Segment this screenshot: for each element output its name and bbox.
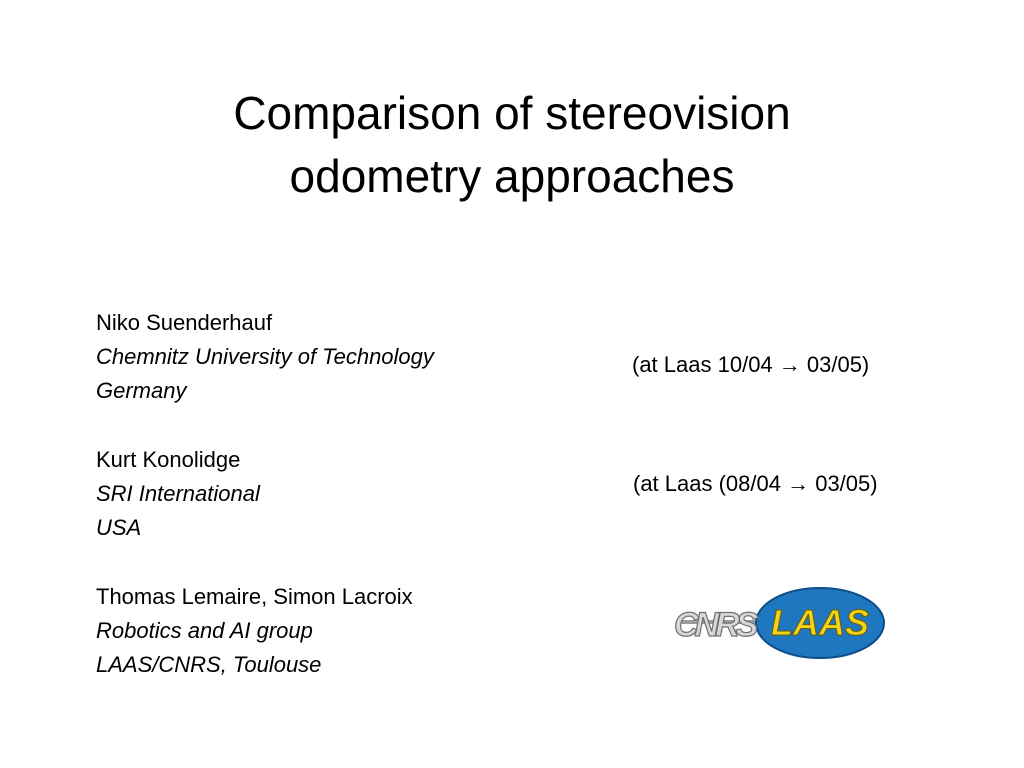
logo-cnrs: CNRS: [674, 606, 759, 644]
logo-ellipse: [755, 587, 885, 659]
author-location: USA: [96, 515, 142, 540]
author-affiliation: SRI International: [96, 481, 260, 506]
note: (at Laas (08/04 → 03/05): [633, 471, 878, 496]
author-name: Niko Suenderhauf: [96, 310, 273, 335]
author-affiliation: Robotics and AI group: [96, 618, 313, 643]
logo: LAAS CNRS: [673, 587, 885, 659]
author-name: Thomas Lemaire, Simon Lacroix: [96, 584, 413, 609]
note: (at Laas 10/04 → 03/05): [632, 352, 870, 377]
author-name: Kurt Konolidge: [96, 447, 241, 472]
author-location: LAAS/CNRS, Toulouse: [96, 652, 322, 677]
author-location: Germany: [96, 378, 187, 403]
title-line: Comparison of stereovision: [233, 87, 791, 139]
author-affiliation: Chemnitz University of Technology: [96, 344, 434, 369]
logo-laas: LAAS: [771, 602, 869, 643]
title-line: odometry approaches: [289, 150, 735, 202]
